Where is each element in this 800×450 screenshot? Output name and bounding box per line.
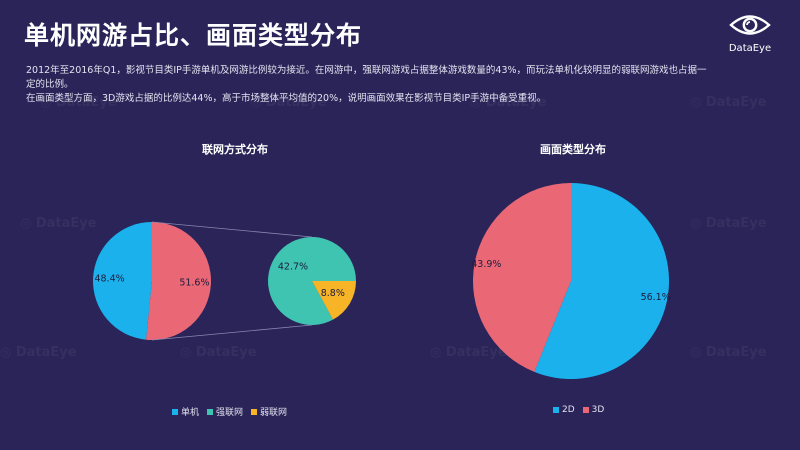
legend-label: 2D bbox=[562, 405, 575, 415]
legend-graphics-item: 3D bbox=[582, 405, 605, 415]
legend-connection-item: 弱联网 bbox=[251, 405, 287, 418]
pie-slice-online bbox=[146, 222, 211, 340]
legend-swatch bbox=[582, 407, 589, 413]
legend-swatch bbox=[172, 408, 178, 415]
chart-title-graphics: 画面类型分布 bbox=[540, 143, 606, 156]
description: 2012年至2016年Q1，影视节目类IP手游单机及网游比例较为接近。在网游中，… bbox=[26, 64, 716, 106]
pie-slice-weak-online bbox=[312, 281, 356, 320]
legend-graphics-item: 2D bbox=[553, 405, 575, 415]
description-line-1: 2012年至2016年Q1，影视节目类IP手游单机及网游比例较为接近。在网游中，… bbox=[26, 65, 707, 90]
slice-label-strong-online: 42.7% bbox=[278, 261, 308, 272]
pie-slice-standalone bbox=[92, 222, 152, 340]
legend-swatch bbox=[207, 408, 214, 415]
slice-label-weak-online: 8.8% bbox=[321, 288, 345, 299]
legend-label: 单机 bbox=[181, 408, 200, 418]
legend-connection-item: 单机 bbox=[172, 405, 199, 418]
logo-text: DataEye bbox=[728, 43, 772, 54]
slice-label-3d: 43.9% bbox=[471, 259, 501, 270]
description-line-2: 在画面类型方面，3D游戏占据的比例达44%，高于市场整体平均值的20%，说明画面… bbox=[26, 93, 547, 104]
legend-swatch bbox=[553, 407, 559, 413]
legend-connection: 单机 强联网 弱联网 bbox=[172, 405, 287, 418]
legend-label: 弱联网 bbox=[260, 408, 288, 418]
page-title: 单机网游占比、画面类型分布 bbox=[24, 21, 363, 50]
pie-slice-3d bbox=[473, 183, 571, 372]
dataeye-logo: DataEye bbox=[714, 12, 786, 54]
pie-slice-strong-online bbox=[268, 237, 356, 326]
legend-connection-item: 强联网 bbox=[207, 405, 243, 418]
connector-line-top bbox=[151, 221, 313, 238]
legend-swatch bbox=[251, 408, 258, 415]
legend-graphics: 2D 3D bbox=[553, 405, 604, 415]
pie-slice-2d bbox=[534, 183, 669, 380]
eye-icon bbox=[729, 15, 771, 35]
slice-label-standalone: 48.4% bbox=[94, 273, 124, 284]
connector-line-bottom bbox=[151, 324, 313, 341]
slice-label-2d: 56.1% bbox=[641, 292, 671, 303]
legend-label: 强联网 bbox=[216, 408, 244, 418]
legend-label: 3D bbox=[591, 405, 605, 415]
slice-label-online: 51.6% bbox=[179, 278, 209, 289]
chart-title-connection: 联网方式分布 bbox=[202, 143, 268, 156]
